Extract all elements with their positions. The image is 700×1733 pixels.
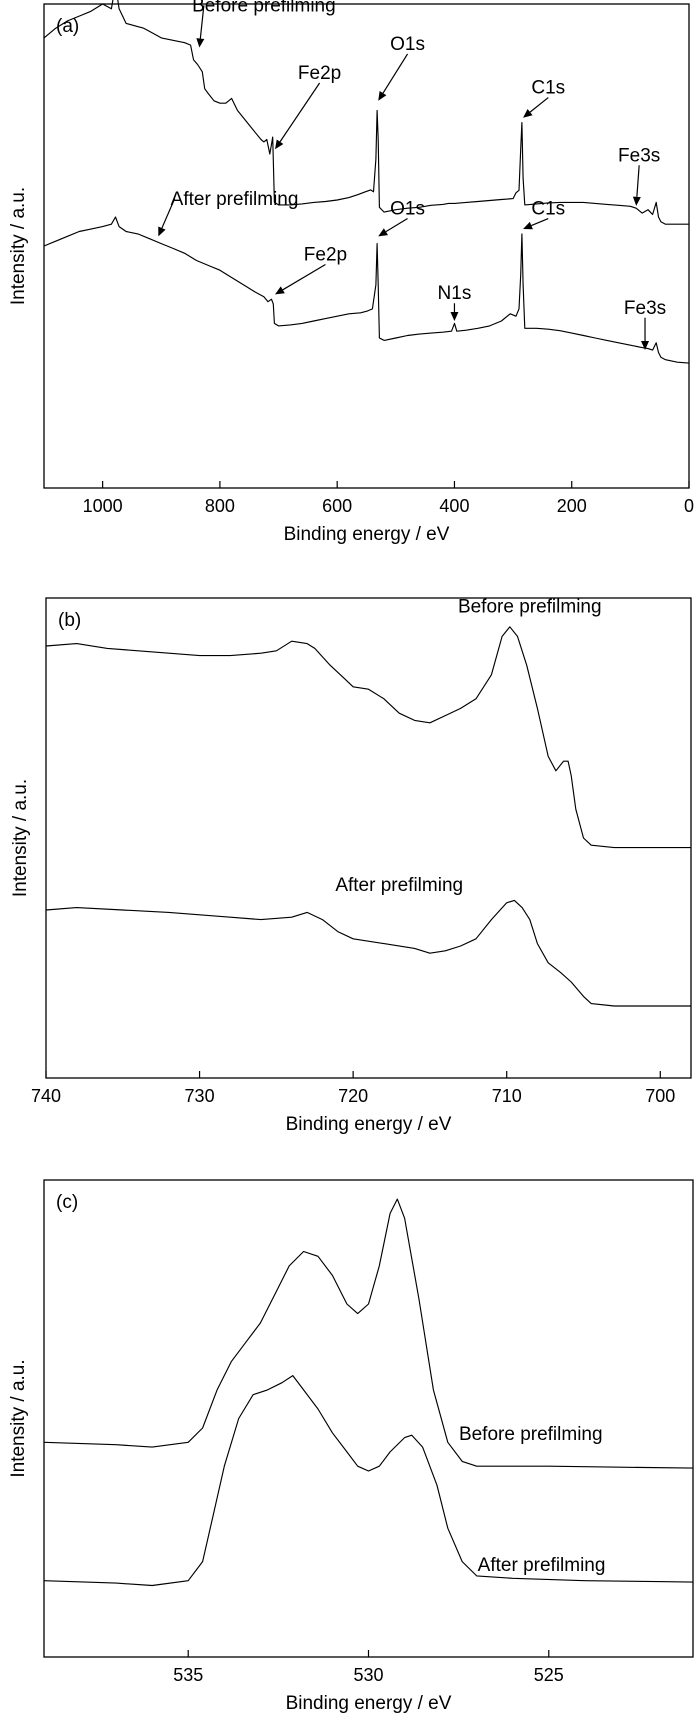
x-tick-label: 0 bbox=[684, 496, 694, 516]
panel-b: (b) 740 730 720 710 700 Binding energy / eV Int… bbox=[10, 596, 692, 1135]
series-line-before-prefilming bbox=[45, 626, 691, 849]
annotation-arrow bbox=[279, 82, 321, 143]
annotation-o1s: O1s bbox=[390, 34, 425, 55]
annotation-arrow bbox=[636, 165, 640, 197]
panel-label: (a) bbox=[56, 16, 79, 37]
series-line-before-prefilming bbox=[43, 0, 689, 225]
annotation-o1s: O1s bbox=[390, 199, 425, 220]
annotation-before-prefilming: Before prefilming bbox=[459, 1424, 603, 1445]
annotation-arrow bbox=[531, 217, 549, 227]
series-line-after-prefilming bbox=[45, 899, 691, 1007]
x-tick-label: 525 bbox=[534, 1665, 564, 1685]
annotation-fe2p: Fe2p bbox=[304, 245, 347, 266]
annotation-arrowhead bbox=[523, 108, 533, 118]
x-tick-label: 1000 bbox=[83, 496, 123, 516]
annotation-c1s: C1s bbox=[531, 78, 565, 99]
annotation-fe2p: Fe2p bbox=[298, 63, 341, 84]
x-axis-label: Binding energy / eV bbox=[286, 1114, 452, 1135]
annotation-fe3s: Fe3s bbox=[618, 145, 660, 166]
x-tick-label: 200 bbox=[557, 496, 587, 516]
annotation-after-prefilming: After prefilming bbox=[171, 189, 299, 210]
x-tick-label: 700 bbox=[645, 1086, 675, 1106]
annotation-arrowhead bbox=[632, 196, 641, 206]
x-tick-label: 535 bbox=[173, 1665, 203, 1685]
x-tick-label: 730 bbox=[185, 1086, 215, 1106]
annotation-arrow bbox=[161, 198, 176, 229]
annotation-c1s: C1s bbox=[531, 199, 565, 220]
plot-frame bbox=[43, 3, 690, 489]
series-line-after-prefilming bbox=[43, 1375, 694, 1587]
y-axis-label: Intensity / a.u. bbox=[8, 187, 29, 305]
annotation-arrow bbox=[529, 97, 549, 113]
x-tick-label: 710 bbox=[492, 1086, 522, 1106]
x-axis-label: Binding energy / eV bbox=[286, 1693, 452, 1714]
annotation-arrow bbox=[382, 53, 409, 94]
x-tick-label: 740 bbox=[31, 1086, 61, 1106]
panel-a: (a) 1000 800 600 400 200 0 Binding energy / eV I… bbox=[8, 0, 694, 545]
annotation-arrowhead bbox=[378, 228, 388, 237]
x-tick-label: 400 bbox=[439, 496, 469, 516]
series-line-after-prefilming bbox=[43, 216, 690, 364]
annotation-n1s: N1s bbox=[438, 283, 472, 304]
annotation-arrowhead bbox=[378, 91, 387, 101]
annotation-arrowhead bbox=[158, 226, 166, 237]
annotation-arrow bbox=[199, 5, 205, 39]
annotation-arrowhead bbox=[641, 341, 650, 351]
series-line-before-prefilming bbox=[43, 1198, 694, 1469]
annotation-after-prefilming: After prefilming bbox=[478, 1555, 606, 1576]
annotation-arrowhead bbox=[523, 221, 533, 230]
x-axis-label: Binding energy / eV bbox=[284, 524, 450, 545]
x-tick-label: 800 bbox=[205, 496, 235, 516]
annotation-after-prefilming: After prefilming bbox=[335, 875, 463, 896]
plot-frame bbox=[43, 1179, 694, 1658]
annotation-arrow bbox=[385, 218, 408, 233]
annotation-before-prefilming: Before prefilming bbox=[192, 0, 336, 16]
annotation-arrowhead bbox=[275, 286, 285, 295]
annotation-arrowhead bbox=[275, 139, 284, 150]
plot-frame bbox=[45, 597, 692, 1079]
annotation-arrowhead bbox=[450, 312, 459, 322]
annotation-fe3s: Fe3s bbox=[624, 298, 666, 319]
annotation-arrowhead bbox=[196, 38, 205, 48]
y-axis-label: Intensity / a.u. bbox=[10, 779, 31, 897]
panel-label: (c) bbox=[56, 1192, 78, 1213]
x-tick-label: 530 bbox=[353, 1665, 383, 1685]
annotation-arrow bbox=[282, 264, 326, 291]
annotation-before-prefilming: Before prefilming bbox=[458, 596, 602, 617]
x-tick-label: 600 bbox=[322, 496, 352, 516]
y-axis-label: Intensity / a.u. bbox=[8, 1359, 29, 1477]
panel-c: (c) 535 530 525 Binding energy / eV Intensity… bbox=[8, 1179, 694, 1714]
panel-label: (b) bbox=[58, 610, 81, 631]
x-tick-label: 720 bbox=[338, 1086, 368, 1106]
